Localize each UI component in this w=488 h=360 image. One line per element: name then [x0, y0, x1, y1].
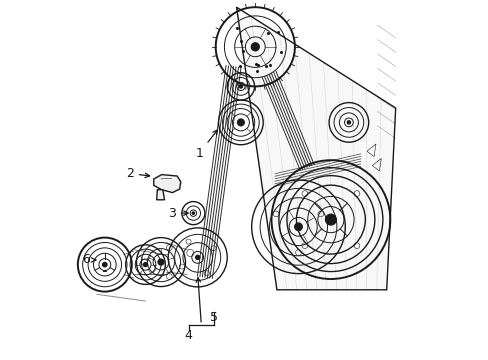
Circle shape [346, 121, 350, 124]
Circle shape [294, 223, 302, 230]
Polygon shape [156, 190, 164, 200]
Text: 4: 4 [184, 329, 192, 342]
Circle shape [102, 262, 107, 267]
Polygon shape [236, 7, 395, 290]
Text: 5: 5 [209, 311, 218, 324]
Circle shape [237, 119, 244, 126]
Circle shape [158, 259, 163, 265]
Circle shape [143, 263, 147, 266]
Polygon shape [153, 175, 181, 193]
Circle shape [192, 212, 194, 214]
Circle shape [325, 214, 336, 225]
Text: 2: 2 [126, 167, 149, 180]
Circle shape [195, 255, 200, 260]
Text: 1: 1 [195, 130, 217, 159]
Circle shape [251, 43, 259, 51]
Text: 6: 6 [82, 253, 96, 266]
Text: 3: 3 [167, 207, 188, 220]
Circle shape [239, 85, 242, 88]
